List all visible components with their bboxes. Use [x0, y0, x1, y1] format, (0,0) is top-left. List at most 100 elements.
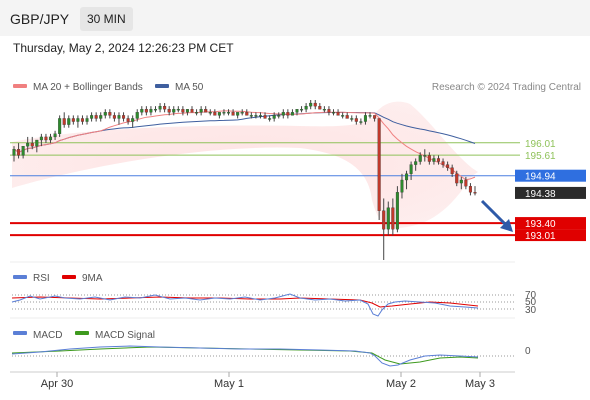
candle-body [373, 115, 377, 119]
candle-body [272, 115, 276, 119]
candle-body [245, 112, 249, 116]
rsi-legend-swatch [13, 275, 27, 279]
candle-body [80, 118, 84, 122]
ma20-line [13, 110, 476, 181]
candle-body [322, 109, 326, 111]
rsi-tick-50: 50 [525, 297, 537, 308]
candle-body [158, 106, 162, 110]
candle-body [309, 102, 313, 107]
level-badge-193.40 [515, 217, 586, 230]
candle-body [112, 115, 116, 119]
candle-body [386, 207, 390, 230]
candle-body [427, 155, 431, 162]
candle-body [76, 118, 80, 122]
candle-body [354, 118, 358, 122]
candle-body [85, 118, 89, 122]
level-label-194.94: 194.94 [525, 172, 556, 183]
candle-body [414, 161, 418, 165]
candle-body [12, 149, 16, 156]
x-tick-label: May 1 [214, 378, 244, 390]
level-label-193.40: 193.40 [525, 219, 556, 230]
level-badge-194.94 [515, 169, 586, 182]
macd-line [11, 345, 479, 367]
candle-body [377, 118, 381, 211]
candle-body [172, 109, 176, 113]
candle-body [144, 109, 148, 113]
candle-body [108, 112, 112, 116]
candle-body [464, 179, 468, 187]
candle-body [185, 109, 189, 113]
ma50-legend-swatch [155, 84, 169, 88]
candle-body [468, 186, 472, 193]
candle-body [432, 158, 436, 162]
candle-body [190, 109, 194, 113]
macd-signal-legend-swatch [75, 331, 89, 335]
bollinger-band [12, 101, 478, 229]
candle-body [204, 109, 208, 113]
candle-body [368, 115, 372, 117]
candle-body [336, 112, 340, 116]
candle-body [240, 112, 244, 114]
candle-body [122, 115, 126, 119]
candle-body [213, 112, 217, 116]
top-bar: GBP/JPY 30 MIN [0, 0, 590, 36]
candle-body [446, 164, 450, 168]
x-tick-label: May 2 [386, 378, 416, 390]
timeframe-button[interactable]: 30 MIN [80, 7, 133, 31]
rsi-legend-label: RSI [33, 273, 50, 284]
candle-body [126, 118, 130, 122]
ma20-legend-label: MA 20 + Bollinger Bands [33, 82, 143, 93]
candle-body [295, 109, 299, 113]
candle-body [26, 142, 30, 147]
candle-body [263, 115, 267, 119]
candle-body [391, 207, 395, 230]
candle-body [44, 136, 48, 141]
candle-body [300, 109, 304, 111]
candle-body [350, 118, 354, 120]
candle-body [405, 173, 409, 181]
candle-body [48, 136, 53, 141]
candle-body [163, 106, 167, 110]
candle-body [473, 192, 477, 194]
candle-body [318, 106, 322, 110]
rsi-ma-legend-label: 9MA [82, 273, 103, 284]
macd-legend-swatch [13, 331, 27, 335]
candle-body [455, 173, 459, 184]
candle-body [277, 115, 281, 117]
candle-body [290, 112, 294, 116]
candle-body [67, 118, 71, 125]
level-badge-193.01 [515, 229, 586, 242]
candle-body [199, 109, 203, 113]
candle-body [423, 155, 427, 157]
candle-body [258, 115, 262, 117]
candle-body [35, 139, 39, 147]
candle-body [167, 109, 171, 113]
rsi-line [11, 293, 479, 317]
candle-body [268, 118, 272, 120]
candle-body [39, 136, 43, 141]
candle-body [231, 112, 235, 116]
level-badge-194.38 [515, 186, 586, 199]
level-label-194.38: 194.38 [525, 189, 556, 200]
candle-body [153, 109, 158, 111]
ma20-legend-swatch [13, 84, 27, 88]
rsi-tick-70: 70 [525, 290, 537, 301]
candle-body [236, 112, 240, 116]
candle-body [281, 112, 285, 116]
candle-body [222, 112, 226, 114]
candle-body [313, 102, 317, 107]
level-label-195.61: 195.61 [525, 151, 556, 162]
x-tick-label: May 3 [465, 378, 495, 390]
candle-body [30, 142, 34, 147]
ma50-legend-label: MA 50 [175, 82, 204, 93]
forecast-arrow-head [500, 219, 513, 232]
candle-body [117, 115, 121, 119]
candle-body [395, 192, 399, 230]
candle-body [58, 118, 62, 134]
candle-body [17, 149, 21, 156]
datetime-label: Thursday, May 2, 2024 12:26:23 PM CET [13, 41, 234, 55]
candle-body [341, 115, 345, 117]
candle-body [418, 155, 422, 162]
macd-signal-legend-label: MACD Signal [95, 330, 155, 341]
